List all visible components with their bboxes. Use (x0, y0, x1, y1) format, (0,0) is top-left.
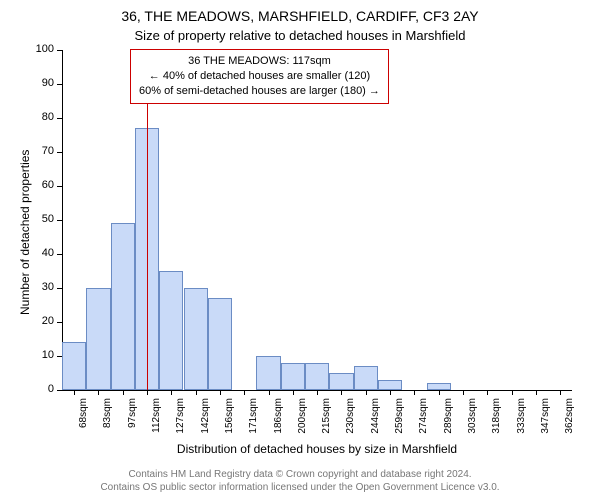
histogram-bar (111, 223, 135, 390)
x-tick-label: 68sqm (78, 398, 89, 448)
x-tick-mark (171, 390, 172, 395)
x-tick-label: 303sqm (467, 398, 478, 448)
x-tick-mark (123, 390, 124, 395)
x-tick-mark (341, 390, 342, 395)
x-tick-label: 318sqm (491, 398, 502, 448)
histogram-bar (86, 288, 110, 390)
x-tick-mark (147, 390, 148, 395)
x-tick-label: 171sqm (248, 398, 259, 448)
y-tick-mark (57, 186, 62, 187)
x-tick-label: 186sqm (273, 398, 284, 448)
x-tick-label: 347sqm (540, 398, 551, 448)
x-tick-mark (74, 390, 75, 395)
x-tick-label: 289sqm (443, 398, 454, 448)
x-tick-mark (244, 390, 245, 395)
footer-line-1: Contains HM Land Registry data © Crown c… (0, 468, 600, 481)
histogram-bar (378, 380, 402, 390)
x-tick-label: 142sqm (200, 398, 211, 448)
histogram-bar (208, 298, 232, 390)
x-tick-label: 244sqm (370, 398, 381, 448)
x-tick-mark (196, 390, 197, 395)
y-tick-label: 30 (24, 281, 54, 293)
histogram-bar (184, 288, 208, 390)
y-tick-label: 70 (24, 145, 54, 157)
annotation-line-1: 36 THE MEADOWS: 117sqm (139, 54, 380, 69)
x-tick-label: 333sqm (516, 398, 527, 448)
y-tick-label: 60 (24, 179, 54, 191)
y-tick-mark (57, 220, 62, 221)
x-tick-mark (390, 390, 391, 395)
y-tick-label: 50 (24, 213, 54, 225)
attribution-footer: Contains HM Land Registry data © Crown c… (0, 468, 600, 494)
x-tick-label: 200sqm (297, 398, 308, 448)
x-tick-label: 215sqm (321, 398, 332, 448)
histogram-bar (281, 363, 305, 390)
x-tick-label: 362sqm (564, 398, 575, 448)
annotation-line-2: ← 40% of detached houses are smaller (12… (139, 69, 380, 84)
x-tick-mark (317, 390, 318, 395)
histogram-bar (62, 342, 86, 390)
x-tick-mark (512, 390, 513, 395)
x-tick-label: 274sqm (418, 398, 429, 448)
y-tick-label: 40 (24, 247, 54, 259)
histogram-bar (329, 373, 353, 390)
x-tick-mark (293, 390, 294, 395)
x-tick-mark (439, 390, 440, 395)
x-tick-label: 83sqm (102, 398, 113, 448)
histogram-bar (354, 366, 378, 390)
histogram-bar (305, 363, 329, 390)
y-axis-line (62, 50, 63, 390)
y-tick-mark (57, 118, 62, 119)
x-tick-label: 230sqm (345, 398, 356, 448)
y-tick-mark (57, 254, 62, 255)
y-tick-label: 20 (24, 315, 54, 327)
x-tick-mark (560, 390, 561, 395)
x-tick-mark (414, 390, 415, 395)
y-tick-label: 10 (24, 349, 54, 361)
footer-line-2: Contains OS public sector information li… (0, 481, 600, 494)
y-tick-mark (57, 152, 62, 153)
x-tick-label: 259sqm (394, 398, 405, 448)
x-tick-label: 97sqm (127, 398, 138, 448)
x-tick-label: 112sqm (151, 398, 162, 448)
y-tick-mark (57, 322, 62, 323)
y-tick-label: 0 (24, 383, 54, 395)
y-tick-mark (57, 288, 62, 289)
x-tick-mark (220, 390, 221, 395)
x-tick-label: 156sqm (224, 398, 235, 448)
chart-title: 36, THE MEADOWS, MARSHFIELD, CARDIFF, CF… (0, 8, 600, 24)
x-tick-mark (269, 390, 270, 395)
histogram-bar (427, 383, 451, 390)
annotation-line-3: 60% of semi-detached houses are larger (… (139, 84, 380, 99)
x-tick-mark (487, 390, 488, 395)
x-tick-label: 127sqm (175, 398, 186, 448)
y-tick-mark (57, 84, 62, 85)
y-tick-label: 100 (24, 43, 54, 55)
x-tick-mark (536, 390, 537, 395)
x-tick-mark (463, 390, 464, 395)
y-tick-label: 90 (24, 77, 54, 89)
chart-subtitle: Size of property relative to detached ho… (0, 28, 600, 43)
histogram-bar (256, 356, 280, 390)
property-annotation-box: 36 THE MEADOWS: 117sqm ← 40% of detached… (130, 49, 389, 104)
x-tick-mark (98, 390, 99, 395)
x-tick-mark (366, 390, 367, 395)
y-tick-label: 80 (24, 111, 54, 123)
y-tick-mark (57, 390, 62, 391)
histogram-bar (159, 271, 183, 390)
y-tick-mark (57, 50, 62, 51)
